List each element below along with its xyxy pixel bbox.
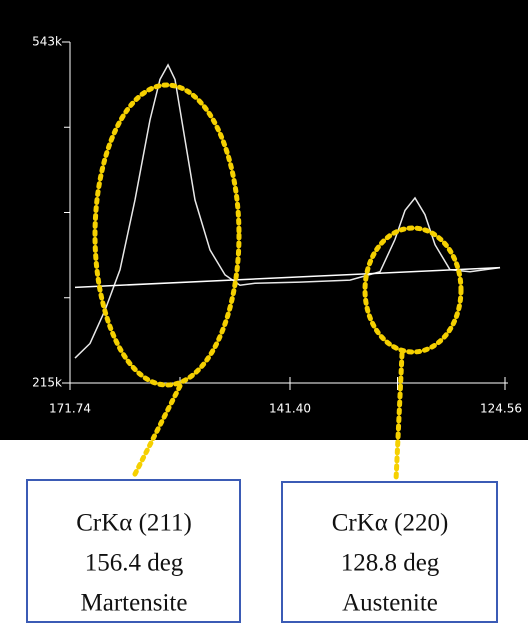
annotation-text: 128.8 deg [341,550,440,577]
x-tick-label: 141.40 [269,402,311,416]
peak-ellipse [92,82,242,388]
x-tick-label: 124.56 [480,402,522,416]
annotation-box [281,481,498,623]
x-tick-label: 171.74 [49,402,91,416]
connector [393,351,405,483]
y-tick-label: 543k [32,35,62,49]
annotation-text: Austenite [342,590,438,617]
y-tick-label: 215k [32,376,62,390]
peak-ellipse [362,225,464,355]
annotation-text: 156.4 deg [85,550,184,577]
annotation-box [26,479,241,623]
annotation-text: CrKα (211) [76,510,192,537]
connector [130,383,183,481]
plot: 215k 543k 171.74 141.40 124.56 [32,35,522,416]
plot-background [0,0,528,440]
series-line [74,266,501,289]
annotation-text: CrKα (220) [332,510,449,537]
annotation-text: Martensite [81,590,188,617]
